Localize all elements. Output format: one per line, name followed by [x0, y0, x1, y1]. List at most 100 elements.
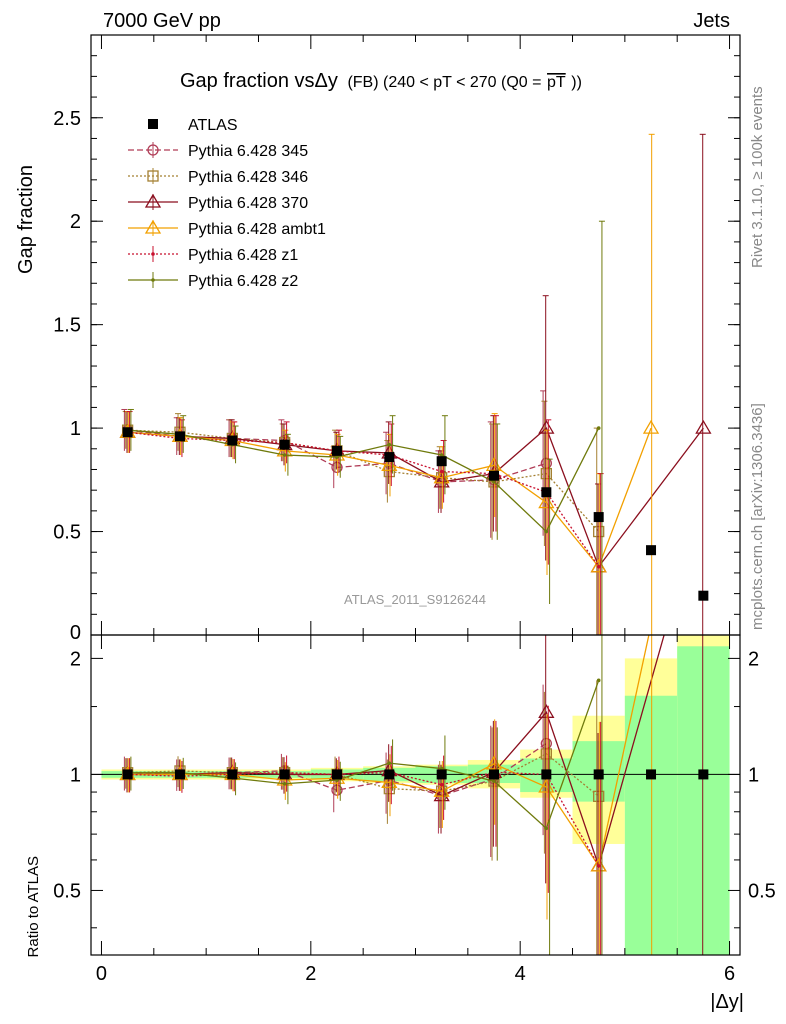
- atlas-data-point: [227, 435, 238, 446]
- legend-label: Pythia 6.428 370: [188, 195, 308, 212]
- ratio-atlas-point: [489, 769, 500, 780]
- data-point: [383, 465, 395, 478]
- ratio-atlas-point: [174, 769, 185, 780]
- legend-marker: [151, 252, 155, 256]
- ratio-y-tick-label: 1: [70, 764, 81, 786]
- process-label: Jets: [693, 10, 730, 32]
- axes-ticks: 0.5 1 1.5 2 2.5 0 0.5 0.5 1 1 2 2 0 2 4 6: [53, 35, 776, 985]
- series-3: [119, 133, 660, 635]
- data-point: [439, 453, 444, 457]
- atlas-data-point: [174, 431, 185, 442]
- atlas-data-point: [489, 470, 500, 481]
- legend-marker: [151, 278, 155, 282]
- ratio-point: [538, 704, 555, 718]
- legend-marker: [144, 219, 162, 234]
- x-axis-label: |Δy|: [710, 991, 744, 1013]
- ratio-y-tick-label-right: 0.5: [748, 880, 776, 902]
- main-y-tick-label: 2: [70, 211, 81, 233]
- ratio-series-line: [127, 680, 600, 830]
- ratio-point: [593, 790, 605, 803]
- beam-energy-label: 7000 GeV pp: [103, 10, 221, 32]
- ratio-atlas-point: [227, 769, 238, 780]
- analysis-id-label: ATLAS_2011_S9126244: [344, 592, 486, 607]
- atlas-data-point: [384, 452, 395, 463]
- data-point: [642, 419, 660, 434]
- main-panel: [119, 133, 712, 635]
- ratio-series-2: [119, 635, 704, 955]
- x-tick-label: 0: [96, 963, 107, 985]
- data-point: [439, 469, 444, 474]
- title-close: )): [571, 74, 582, 91]
- series-line: [127, 431, 600, 568]
- rivet-version-label: Rivet 3.1.10, ≥ 100k events: [749, 86, 766, 268]
- data-point: [695, 419, 712, 434]
- ratio-point: [492, 779, 496, 783]
- legend-label: Pythia 6.428 z1: [188, 247, 298, 264]
- ratio-y-tick-label: 0.5: [53, 880, 81, 902]
- ratio-point: [331, 784, 343, 796]
- ratio-y-tick-label-right: 2: [748, 648, 759, 670]
- ratio-point: [540, 748, 552, 760]
- data-point: [540, 467, 552, 480]
- ratio-series-line: [127, 635, 650, 868]
- legend-atlas-label: ATLAS: [188, 117, 238, 134]
- legend-label: Pythia 6.428 z2: [188, 273, 298, 290]
- ratio-atlas-point: [593, 769, 604, 780]
- plot-title: Gap fraction vsΔy (FB) (240 < pT < 270 (…: [180, 70, 582, 92]
- ratio-point: [282, 781, 287, 786]
- main-y-axis-label: Gap fraction: [15, 165, 37, 274]
- main-y-tick-label: 1.5: [53, 315, 81, 337]
- ratio-point: [596, 678, 601, 683]
- legend-marker: [147, 144, 159, 156]
- main-y-tick-label: 1: [70, 418, 81, 440]
- data-point: [544, 529, 549, 534]
- title-pt: pT: [547, 74, 566, 91]
- atlas-data-point: [541, 487, 552, 498]
- legend-label: Pythia 6.428 345: [188, 143, 308, 160]
- main-y-tick-label: 2.5: [53, 108, 81, 130]
- ratio-point: [439, 782, 444, 787]
- main-y-tick-label: 0: [70, 622, 81, 644]
- data-point: [331, 461, 343, 474]
- data-point: [492, 480, 496, 484]
- series-line: [127, 427, 652, 569]
- x-tick-label: 4: [515, 963, 526, 985]
- ratio-atlas-point: [279, 769, 290, 780]
- ratio-atlas-point: [436, 769, 447, 780]
- mcplots-reference-label: mcplots.cern.ch [arXiv:1306.3436]: [749, 403, 766, 630]
- legend-atlas-marker: [148, 119, 158, 129]
- atlas-data-point: [436, 456, 447, 467]
- ratio-series-line: [127, 753, 600, 797]
- ratio-point: [544, 826, 549, 831]
- ratio-panel: [91, 635, 740, 955]
- ratio-atlas-point: [384, 769, 395, 780]
- data-point: [596, 564, 601, 569]
- data-point: [593, 525, 605, 538]
- x-tick-label: 6: [724, 963, 735, 985]
- ratio-atlas-point: [646, 769, 657, 780]
- ratio-point: [596, 864, 601, 868]
- ratio-point: [387, 761, 392, 765]
- ratio-atlas-point: [698, 769, 709, 780]
- ratio-uncertainty-bands: [101, 635, 730, 955]
- ratio-band-green: [624, 695, 678, 955]
- ratio-atlas-point: [122, 769, 133, 780]
- ratio-y-axis-label: Ratio to ATLAS: [25, 856, 42, 957]
- ratio-band-green: [677, 646, 730, 955]
- legend-label: Pythia 6.428 ambt1: [188, 221, 326, 238]
- series-4: [125, 411, 604, 635]
- legend-label: Pythia 6.428 346: [188, 169, 308, 186]
- ratio-y-tick-label: 2: [70, 648, 81, 670]
- atlas-data-point: [122, 427, 133, 438]
- main-y-tick-label: 0.5: [53, 522, 81, 544]
- atlas-data-point: [698, 590, 709, 601]
- title-tail: (FB) (240 < pT < 270 (Q0 =: [347, 74, 541, 91]
- series-line: [127, 427, 704, 569]
- atlas-data-point: [646, 545, 657, 556]
- series-5: [125, 220, 605, 635]
- legend-marker: [147, 170, 159, 182]
- data-point: [538, 494, 555, 509]
- data-point: [387, 442, 392, 447]
- title-main: Gap fraction vsΔy: [180, 70, 338, 92]
